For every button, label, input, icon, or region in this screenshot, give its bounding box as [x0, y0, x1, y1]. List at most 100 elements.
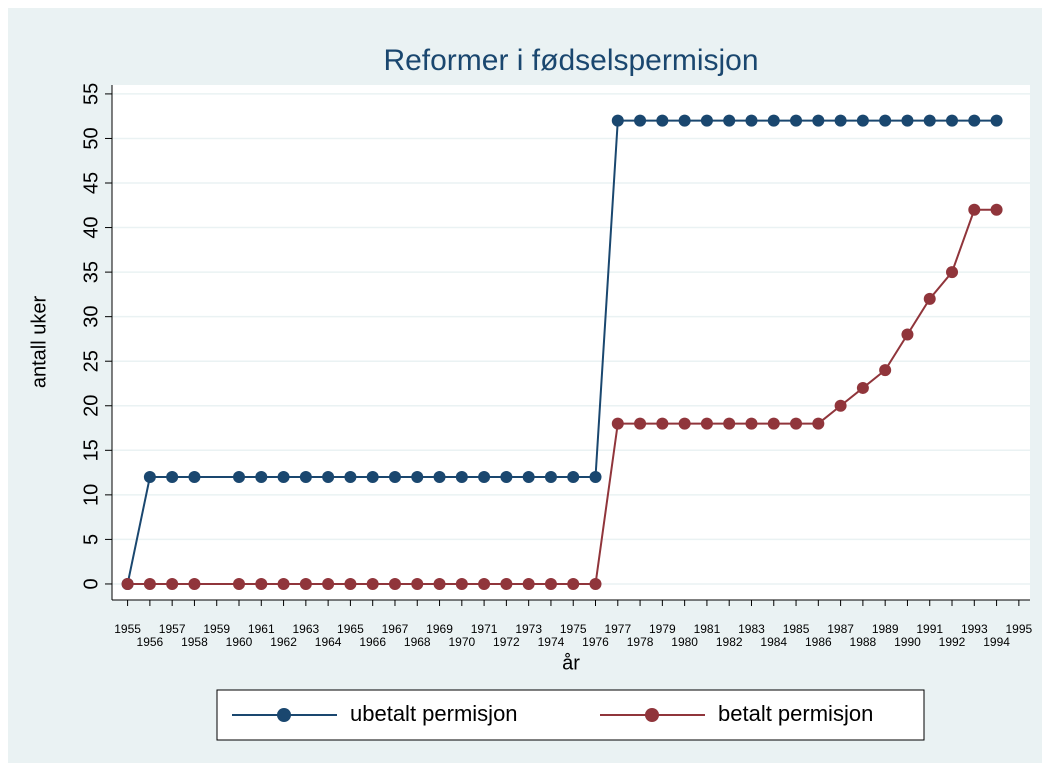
y-tick-label: 10 — [80, 484, 102, 506]
point — [411, 471, 424, 484]
legend-marker — [645, 708, 659, 722]
x-tick-label: 1976 — [582, 635, 609, 649]
point — [923, 292, 936, 305]
x-tick-label: 1993 — [961, 622, 988, 636]
y-tick-label: 50 — [80, 127, 102, 149]
point — [188, 577, 201, 590]
y-tick-label: 40 — [80, 216, 102, 238]
x-tick-label: 1959 — [203, 622, 230, 636]
x-tick-label: 1968 — [404, 635, 431, 649]
point — [255, 471, 268, 484]
point — [344, 471, 357, 484]
point — [990, 203, 1003, 216]
y-tick-label: 20 — [80, 395, 102, 417]
point — [678, 417, 691, 430]
point — [923, 114, 936, 127]
point — [500, 471, 513, 484]
point — [188, 471, 201, 484]
point — [700, 114, 713, 127]
point — [656, 114, 669, 127]
point — [611, 417, 624, 430]
point — [411, 577, 424, 590]
y-tick-label: 5 — [80, 534, 102, 545]
legend-label: betalt permisjon — [718, 701, 873, 726]
point — [544, 577, 557, 590]
x-tick-label: 1989 — [872, 622, 899, 636]
x-tick-label: 1988 — [850, 635, 877, 649]
point — [388, 577, 401, 590]
x-tick-label: 1980 — [671, 635, 698, 649]
y-tick-label: 30 — [80, 306, 102, 328]
point — [834, 114, 847, 127]
x-tick-label: 1966 — [359, 635, 386, 649]
legend-label: ubetalt permisjon — [350, 701, 518, 726]
x-tick-label: 1960 — [226, 635, 253, 649]
x-tick-label: 1974 — [538, 635, 565, 649]
x-tick-label: 1975 — [560, 622, 587, 636]
point — [544, 471, 557, 484]
point — [299, 577, 312, 590]
point — [634, 417, 647, 430]
x-tick-label: 1967 — [382, 622, 409, 636]
point — [812, 114, 825, 127]
point — [344, 577, 357, 590]
point — [856, 114, 869, 127]
point — [879, 114, 892, 127]
x-tick-label: 1958 — [181, 635, 208, 649]
point — [968, 114, 981, 127]
point — [366, 577, 379, 590]
point — [233, 577, 246, 590]
point — [723, 417, 736, 430]
point — [946, 114, 959, 127]
x-tick-label: 1962 — [270, 635, 297, 649]
x-tick-label: 1985 — [783, 622, 810, 636]
point — [166, 471, 179, 484]
x-tick-label: 1971 — [471, 622, 498, 636]
point — [745, 417, 758, 430]
point — [478, 577, 491, 590]
point — [634, 114, 647, 127]
x-tick-label: 1982 — [716, 635, 743, 649]
point — [233, 471, 246, 484]
point — [522, 471, 535, 484]
y-tick-label: 45 — [80, 172, 102, 194]
y-tick-label: 25 — [80, 350, 102, 372]
x-tick-label: 1994 — [983, 635, 1010, 649]
x-tick-label: 1961 — [248, 622, 275, 636]
point — [455, 577, 468, 590]
y-tick-label: 55 — [80, 83, 102, 105]
y-axis-title: antall uker — [28, 296, 50, 389]
point — [433, 471, 446, 484]
x-tick-label: 1957 — [159, 622, 186, 636]
x-tick-label: 1990 — [894, 635, 921, 649]
point — [322, 471, 335, 484]
point — [455, 471, 468, 484]
point — [611, 114, 624, 127]
point — [946, 266, 959, 279]
x-tick-label: 1970 — [448, 635, 475, 649]
point — [388, 471, 401, 484]
point — [834, 399, 847, 412]
point — [678, 114, 691, 127]
x-tick-label: 1981 — [694, 622, 721, 636]
x-tick-label: 1992 — [939, 635, 966, 649]
x-tick-label: 1991 — [916, 622, 943, 636]
point — [856, 381, 869, 394]
point — [767, 114, 780, 127]
point — [299, 471, 312, 484]
point — [433, 577, 446, 590]
x-axis-title: år — [562, 652, 580, 674]
point — [879, 364, 892, 377]
legend-marker — [277, 708, 291, 722]
x-tick-label: 1969 — [426, 622, 453, 636]
x-tick-label: 1977 — [604, 622, 631, 636]
x-tick-label: 1973 — [515, 622, 542, 636]
x-tick-label: 1995 — [1006, 622, 1033, 636]
point — [589, 577, 602, 590]
plot-area — [112, 85, 1030, 600]
point — [478, 471, 491, 484]
point — [121, 577, 134, 590]
x-tick-label: 1986 — [805, 635, 832, 649]
point — [723, 114, 736, 127]
